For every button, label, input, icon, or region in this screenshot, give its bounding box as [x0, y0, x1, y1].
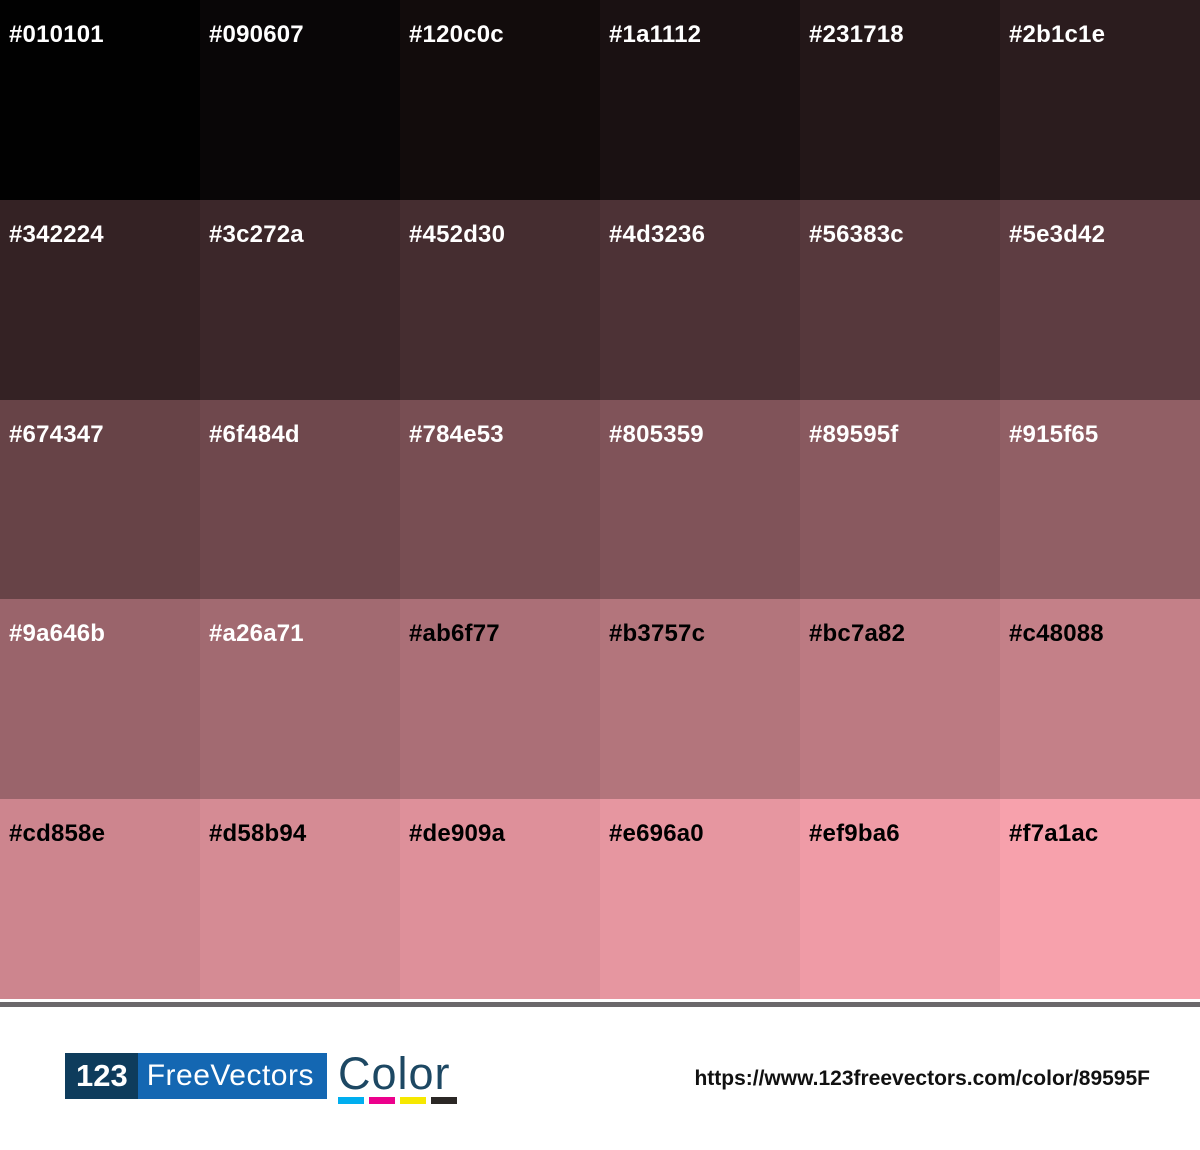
color-swatch: #b3757c: [600, 599, 800, 800]
swatch-hex-label: #ab6f77: [409, 620, 500, 648]
color-swatch: #d58b94: [200, 799, 400, 999]
swatch-hex-label: #c48088: [1009, 620, 1104, 648]
color-swatch: #9a646b: [0, 599, 200, 800]
cmyk-bar: [430, 1096, 457, 1104]
swatch-hex-label: #e696a0: [609, 820, 704, 848]
swatch-hex-label: #452d30: [409, 220, 506, 248]
swatch-hex-label: #4d3236: [609, 220, 706, 248]
swatch-hex-label: #010101: [9, 21, 104, 48]
swatch-hex-label: #120c0c: [409, 21, 504, 48]
color-swatch: #090607: [200, 0, 400, 200]
color-swatch: #120c0c: [400, 0, 600, 200]
swatch-hex-label: #b3757c: [609, 620, 706, 648]
swatch-hex-label: #915f65: [1009, 420, 1099, 448]
swatch-hex-label: #090607: [209, 21, 304, 48]
swatch-hex-label: #674347: [9, 420, 104, 448]
color-swatch: #231718: [800, 0, 1000, 200]
brand-logo[interactable]: 123 FreeVectors Color: [65, 1048, 457, 1104]
color-swatch: #cd858e: [0, 799, 200, 999]
color-swatch: #6f484d: [200, 399, 400, 600]
color-swatch: #bc7a82: [800, 599, 1000, 800]
color-swatch: #f7a1ac: [1000, 799, 1200, 999]
color-swatch: #de909a: [400, 799, 600, 999]
swatch-hex-label: #6f484d: [209, 420, 300, 448]
color-swatch: #784e53: [400, 399, 600, 600]
color-swatch: #010101: [0, 0, 200, 200]
logo-number-box: 123: [65, 1053, 138, 1100]
color-swatch: #342224: [0, 199, 200, 400]
color-swatch: #805359: [600, 399, 800, 600]
color-swatch: #3c272a: [200, 199, 400, 400]
swatch-hex-label: #a26a71: [209, 620, 304, 648]
cmyk-bars: [337, 1096, 457, 1104]
swatch-hex-label: #2b1c1e: [1009, 21, 1106, 48]
swatch-hex-label: #9a646b: [9, 620, 106, 648]
color-swatch: #452d30: [400, 199, 600, 400]
color-swatch: #5e3d42: [1000, 199, 1200, 400]
color-swatch: #4d3236: [600, 199, 800, 400]
color-swatch: #c48088: [1000, 599, 1200, 800]
swatch-hex-label: #ef9ba6: [809, 820, 900, 848]
swatch-hex-label: #d58b94: [209, 820, 307, 848]
swatch-hex-label: #de909a: [409, 820, 506, 848]
page-url-link[interactable]: https://www.123freevectors.com/color/895…: [694, 1066, 1150, 1090]
swatch-hex-label: #342224: [9, 220, 104, 248]
swatch-hex-label: #89595f: [809, 420, 899, 448]
color-swatch: #ef9ba6: [800, 799, 1000, 999]
color-swatch: #915f65: [1000, 399, 1200, 600]
color-swatch: #56383c: [800, 199, 1000, 400]
swatch-hex-label: #bc7a82: [809, 620, 906, 648]
logo-name-box: FreeVectors: [137, 1053, 327, 1100]
swatch-hex-label: #805359: [609, 420, 704, 448]
color-swatch: #a26a71: [200, 599, 400, 800]
color-swatch: #2b1c1e: [1000, 0, 1200, 200]
swatch-hex-label: #5e3d42: [1009, 220, 1106, 248]
color-swatch: #e696a0: [600, 799, 800, 999]
divider-gap: [0, 999, 1200, 1002]
swatch-hex-label: #3c272a: [209, 220, 304, 248]
divider-bar: [0, 1002, 1200, 1007]
palette-grid: #010101 #090607 #120c0c #1a1112 #231718 …: [0, 0, 1200, 999]
cmyk-bar: [399, 1096, 426, 1104]
cmyk-bar: [368, 1096, 395, 1104]
swatch-hex-label: #784e53: [409, 420, 504, 448]
color-swatch: #89595f: [800, 399, 1000, 600]
logo-color-column: Color: [337, 1048, 457, 1104]
cmyk-bar: [337, 1096, 364, 1104]
color-swatch: #1a1112: [600, 0, 800, 200]
footer: 123 FreeVectors Color https://www.123fre…: [0, 1007, 1200, 1150]
color-swatch: #ab6f77: [400, 599, 600, 800]
swatch-hex-label: #1a1112: [609, 21, 702, 48]
logo-boxes: 123 FreeVectors: [65, 1053, 327, 1100]
swatch-hex-label: #f7a1ac: [1009, 820, 1099, 848]
swatch-hex-label: #231718: [809, 21, 904, 48]
color-swatch: #674347: [0, 399, 200, 600]
swatch-hex-label: #56383c: [809, 220, 904, 248]
swatch-hex-label: #cd858e: [9, 820, 106, 848]
logo-color-word: Color: [337, 1048, 451, 1100]
